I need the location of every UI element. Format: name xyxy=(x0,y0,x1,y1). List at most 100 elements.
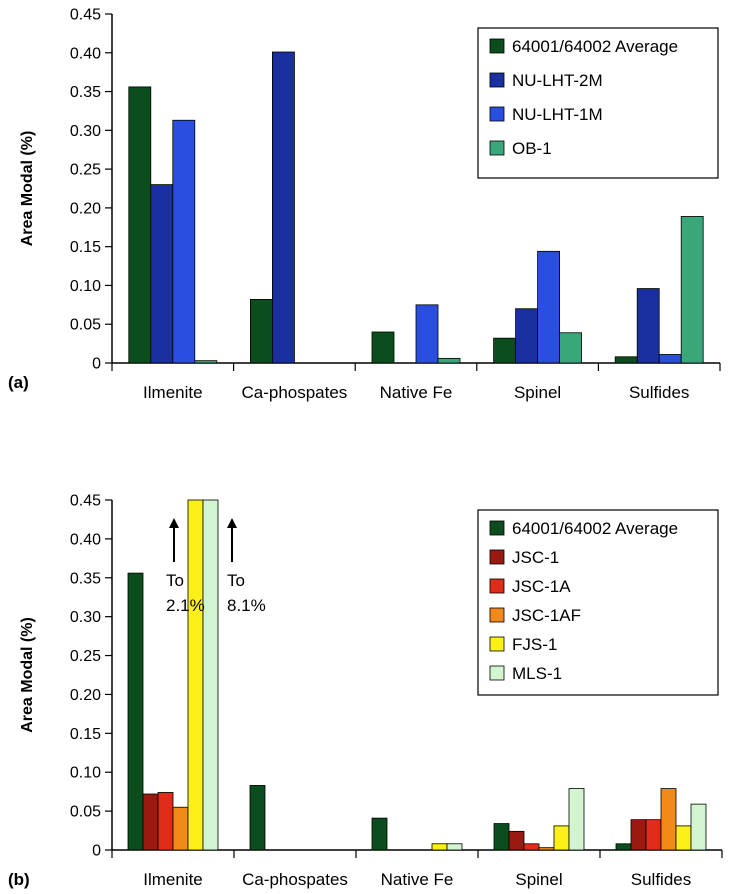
legend-swatch xyxy=(489,72,505,88)
y-tick-label: 0.45 xyxy=(70,493,101,510)
x-tick-label: Sulfides xyxy=(631,870,691,889)
bar-jsc-1a xyxy=(157,792,174,851)
bar-fjs-1 xyxy=(187,499,204,851)
bar-jsc-1 xyxy=(508,830,525,851)
chart-panel-b: 0 0.05 0.10 0.15 0.20 0.25 0.30 0.35 0.40 0.45 Are… xyxy=(8,493,723,889)
bar-64001-64002-average xyxy=(615,843,632,851)
bar-jsc-1af xyxy=(172,806,189,851)
legend-label: FJS-1 xyxy=(512,635,557,654)
x-tick-label: Ca-phospates xyxy=(241,383,347,402)
y-tick-label: 0.25 xyxy=(70,162,101,179)
bar-nu-lht-2m xyxy=(150,184,174,364)
bar-64001-64002-average xyxy=(493,337,517,364)
bar-nu-lht-2m xyxy=(515,308,538,364)
legend-label: 64001/64002 Average xyxy=(512,37,678,56)
bar-ob-1 xyxy=(437,357,461,364)
legend-swatch xyxy=(489,106,505,122)
legend-swatch xyxy=(489,607,505,623)
bar-jsc-1a xyxy=(645,819,662,851)
bar-64001-64002-average xyxy=(371,331,395,364)
annotation-arrowhead xyxy=(169,518,179,528)
legend-label: MLS-1 xyxy=(512,664,562,683)
bar-ob-1 xyxy=(194,360,218,364)
annotation-text: To xyxy=(227,571,245,590)
x-tick-label: Spinel xyxy=(514,383,561,402)
y-tick-label: 0.40 xyxy=(70,531,101,548)
y-tick-label: 0.30 xyxy=(70,123,101,140)
bar-64001-64002-average xyxy=(249,299,273,364)
y-tick-label: 0.35 xyxy=(70,84,101,101)
bar-jsc-1af xyxy=(660,788,677,851)
x-tick-label: Spinel xyxy=(515,870,562,889)
annotation-text: To xyxy=(166,571,184,590)
annotation-arrowhead xyxy=(227,518,237,528)
bar-64001-64002-average xyxy=(371,817,388,851)
legend-label: NU-LHT-1M xyxy=(512,105,603,124)
bar-jsc-1af xyxy=(538,847,555,851)
y-tick-label: 0.15 xyxy=(70,239,101,256)
panel-label: (b) xyxy=(8,870,30,889)
x-tick-label: Ilmenite xyxy=(143,383,203,402)
bar-fjs-1 xyxy=(431,843,448,851)
y-tick-label: 0.15 xyxy=(70,726,101,743)
legend-box xyxy=(477,509,719,696)
bar-mls-1 xyxy=(202,499,219,851)
y-axis-title: Area Modal (%) xyxy=(19,617,36,733)
legend-label: JSC-1AF xyxy=(512,606,581,625)
y-tick-label: 0 xyxy=(92,356,101,373)
bar-jsc-1 xyxy=(630,819,647,851)
bar-jsc-1a xyxy=(523,843,540,851)
y-axis-title: Area Modal (%) xyxy=(19,131,36,247)
y-tick-label: 0.05 xyxy=(70,804,101,821)
legend-swatch xyxy=(489,578,505,594)
bar-64001-64002-average xyxy=(128,86,152,364)
bar-nu-lht-1m xyxy=(537,250,560,364)
bar-nu-lht-1m xyxy=(415,304,439,364)
bar-nu-lht-2m xyxy=(271,51,295,364)
legend-label: JSC-1 xyxy=(512,548,559,567)
bar-64001-64002-average xyxy=(249,785,266,851)
x-tick-label: Ilmenite xyxy=(143,870,203,889)
annotation-text: 8.1% xyxy=(227,596,266,615)
legend-swatch xyxy=(489,38,505,54)
legend-label: OB-1 xyxy=(512,139,552,158)
x-tick-label: Native Fe xyxy=(381,870,454,889)
y-tick-label: 0.10 xyxy=(70,278,101,295)
bar-mls-1 xyxy=(446,843,463,851)
y-tick-label: 0.45 xyxy=(70,7,101,24)
legend-label: 64001/64002 Average xyxy=(512,519,678,538)
bar-nu-lht-2m xyxy=(636,288,660,364)
legend-swatch xyxy=(489,549,505,565)
bar-64001-64002-average xyxy=(614,356,638,364)
y-tick-label: 0.20 xyxy=(70,200,101,217)
x-tick-label: Ca-phospates xyxy=(242,870,348,889)
legend-swatch xyxy=(489,140,505,156)
bar-fjs-1 xyxy=(675,825,692,851)
bar-nu-lht-1m xyxy=(658,354,682,364)
bar-mls-1 xyxy=(690,803,707,851)
x-tick-label: Native Fe xyxy=(380,383,453,402)
bar-ob-1 xyxy=(680,216,704,364)
panel-label: (a) xyxy=(8,373,29,392)
bar-fjs-1 xyxy=(553,825,570,851)
bar-mls-1 xyxy=(568,788,585,851)
y-tick-label: 0.10 xyxy=(70,765,101,782)
bar-nu-lht-1m xyxy=(172,119,196,364)
legend-label: JSC-1A xyxy=(512,577,571,596)
legend-swatch xyxy=(489,520,505,536)
y-tick-label: 0.20 xyxy=(70,687,101,704)
y-tick-label: 0.35 xyxy=(70,570,101,587)
y-tick-label: 0 xyxy=(92,843,101,860)
bar-ob-1 xyxy=(559,332,582,364)
y-tick-label: 0.40 xyxy=(70,45,101,62)
chart-panel-a: 0 0.05 0.10 0.15 0.20 0.25 0.30 0.35 0.40 0.45 Are… xyxy=(8,7,721,402)
bar-jsc-1 xyxy=(142,793,159,851)
bar-64001-64002-average xyxy=(493,823,510,851)
legend-label: NU-LHT-2M xyxy=(512,71,603,90)
legend-swatch xyxy=(489,636,505,652)
annotation-text: 2.1% xyxy=(166,596,205,615)
x-tick-label: Sulfides xyxy=(629,383,689,402)
y-tick-label: 0.25 xyxy=(70,648,101,665)
y-tick-label: 0.30 xyxy=(70,609,101,626)
